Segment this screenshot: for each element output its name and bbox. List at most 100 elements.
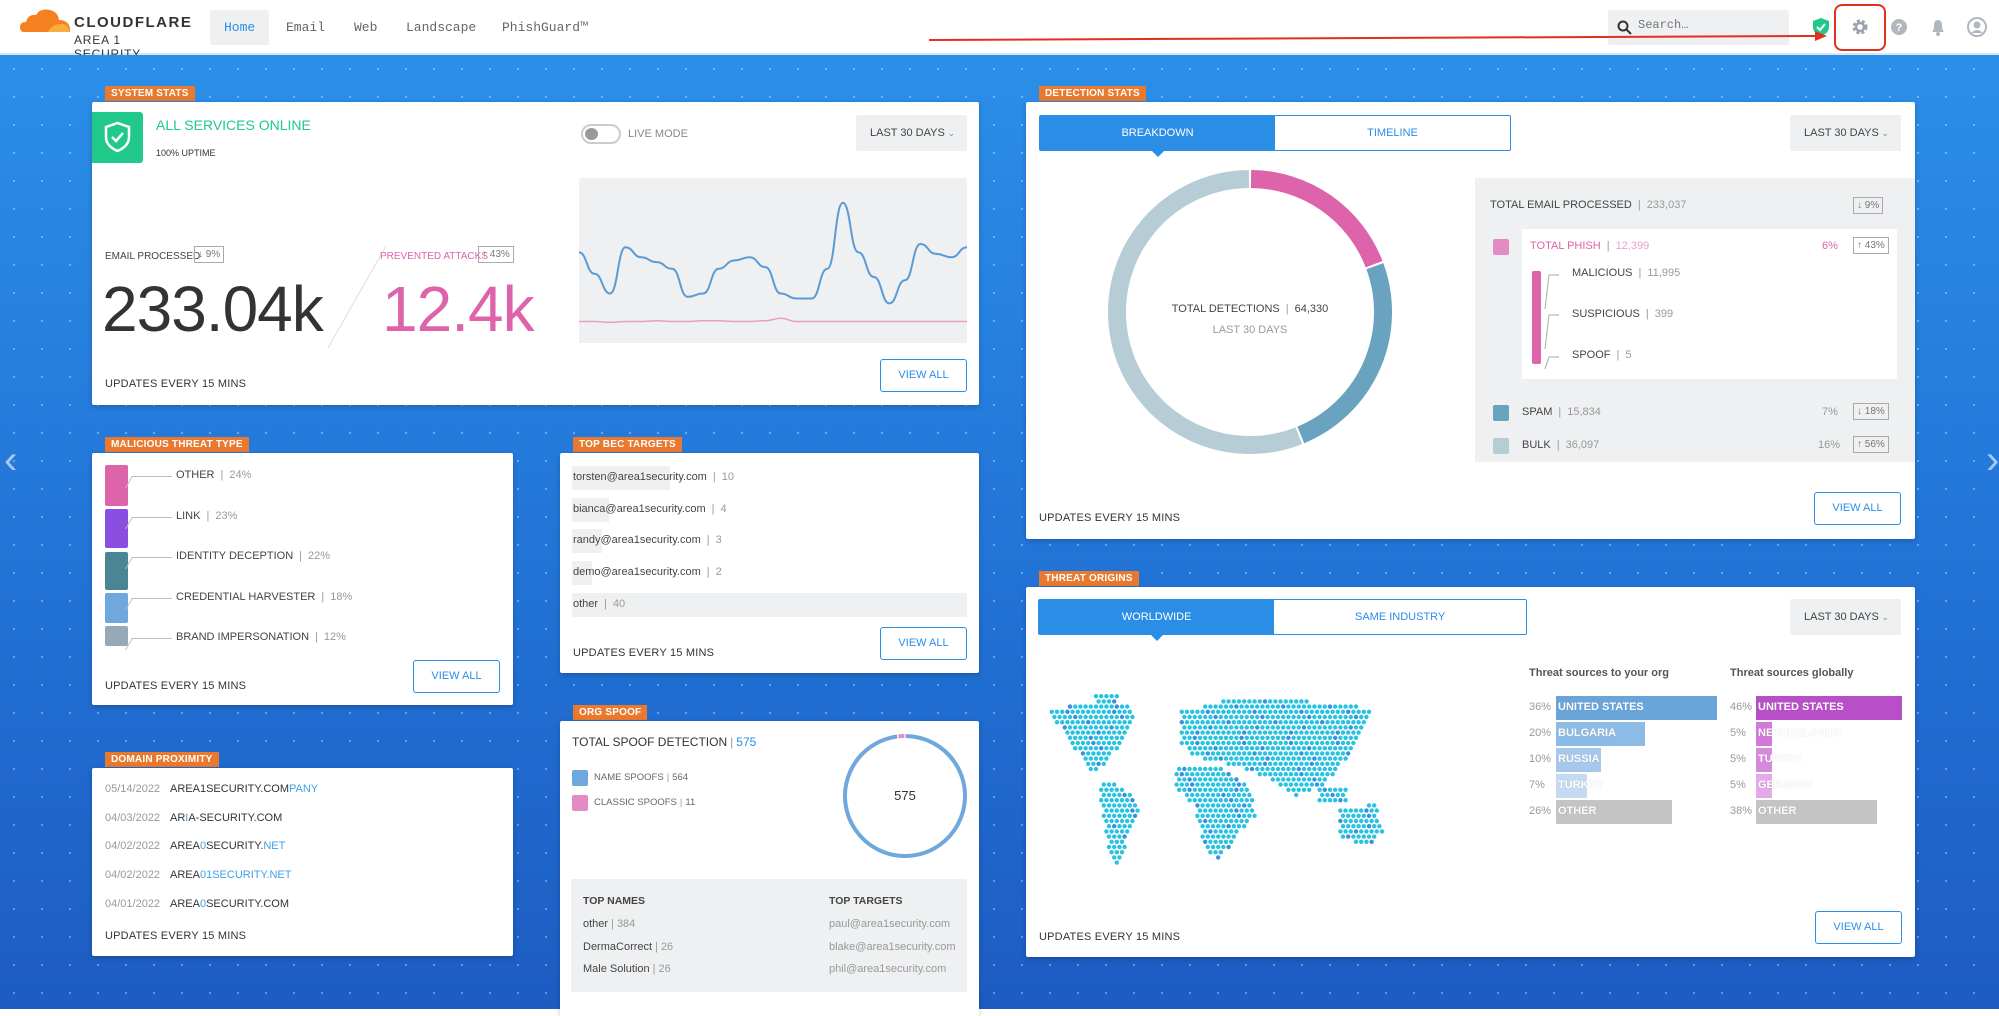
view-all-button[interactable]: VIEW ALL (880, 627, 967, 660)
map-dot (1343, 746, 1347, 750)
top-target-item[interactable]: phil@area1security.com (829, 963, 946, 975)
nav-tab-web[interactable]: Web (340, 10, 391, 45)
view-all-button[interactable]: VIEW ALL (1815, 911, 1902, 944)
threat-type-item: BRAND IMPERSONATION|12% (176, 631, 346, 643)
tab-breakdown[interactable]: BREAKDOWN (1040, 116, 1275, 150)
cloudflare-logo[interactable]: CLOUDFLARE AREA 1 SECURITY (18, 6, 188, 50)
view-all-button[interactable]: VIEW ALL (413, 660, 500, 693)
map-dot (1083, 756, 1087, 760)
map-dot (1364, 829, 1368, 833)
map-dot (1185, 793, 1189, 797)
map-dot (1291, 788, 1295, 792)
map-dot (1315, 772, 1319, 776)
tab-same-industry[interactable]: SAME INDUSTRY (1274, 600, 1526, 634)
updates-note: UPDATES EVERY 15 MINS (1039, 931, 1180, 943)
map-dot (1057, 715, 1061, 719)
map-dot (1109, 715, 1113, 719)
prevented-attacks-label: PREVENTED ATTACKS (380, 251, 488, 262)
help-icon[interactable]: ? (1887, 15, 1911, 39)
map-dot (1245, 704, 1249, 708)
user-icon[interactable] (1965, 15, 1989, 39)
map-dot (1117, 730, 1121, 734)
map-dot (1107, 782, 1111, 786)
map-dot (1247, 699, 1251, 703)
map-dot (1263, 772, 1267, 776)
map-dot (1117, 710, 1121, 714)
bell-icon[interactable] (1926, 15, 1950, 39)
map-dot (1081, 730, 1085, 734)
map-dot (1086, 741, 1090, 745)
map-dot (1193, 725, 1197, 729)
map-dot (1343, 756, 1347, 760)
date-range-dropdown[interactable]: LAST 30 DAYS⌄ (1790, 115, 1901, 151)
bec-target-row[interactable]: randy@area1security.com|3 (573, 534, 722, 546)
map-dot (1182, 715, 1186, 719)
map-dot (1224, 704, 1228, 708)
map-dot (1284, 772, 1288, 776)
tab-timeline[interactable]: TIMELINE (1275, 116, 1510, 150)
origin-pct-label: 36% (1529, 701, 1551, 713)
map-dot (1226, 741, 1230, 745)
map-dot (1219, 788, 1223, 792)
map-dot (1208, 756, 1212, 760)
lookalike-domain[interactable]: ARIA-SECURITY.COM (170, 812, 282, 824)
map-dot (1208, 840, 1212, 844)
bec-target-row[interactable]: other|40 (573, 598, 625, 610)
domain-date: 04/02/2022 (105, 840, 160, 852)
map-dot (1354, 736, 1358, 740)
map-dot (1349, 725, 1353, 729)
lookalike-domain[interactable]: AREA1SECURITY.COMPANY (170, 783, 318, 795)
map-dot (1107, 814, 1111, 818)
updates-note: UPDATES EVERY 15 MINS (105, 378, 246, 390)
map-dot (1208, 725, 1212, 729)
lookalike-domain[interactable]: AREA0SECURITY.COM (170, 898, 289, 910)
nav-tab-landscape[interactable]: Landscape (392, 10, 490, 45)
spam-pct: 7% (1822, 406, 1838, 418)
nav-tab-email[interactable]: Email (272, 10, 339, 45)
top-target-item[interactable]: blake@area1security.com (829, 941, 956, 953)
map-dot (1206, 824, 1210, 828)
lookalike-domain[interactable]: AREA0SECURITY.NET (170, 840, 285, 852)
map-dot (1320, 793, 1324, 797)
map-dot (1190, 772, 1194, 776)
map-dot (1211, 772, 1215, 776)
nav-tab-home[interactable]: Home (210, 10, 269, 45)
bec-target-row[interactable]: torsten@area1security.com|10 (573, 471, 734, 483)
map-dot (1193, 798, 1197, 802)
bec-target-row[interactable]: demo@area1security.com|2 (573, 566, 722, 578)
lookalike-domain[interactable]: AREA01SECURITY.NET (170, 869, 291, 881)
top-target-item[interactable]: paul@area1security.com (829, 918, 950, 930)
map-dot (1185, 710, 1189, 714)
map-dot (1122, 720, 1126, 724)
map-dot (1336, 762, 1340, 766)
map-dot (1338, 736, 1342, 740)
map-dot (1099, 756, 1103, 760)
date-range-dropdown[interactable]: LAST 30 DAYS⌄ (856, 115, 967, 151)
map-dot (1265, 715, 1269, 719)
chevron-right-icon[interactable]: › (1986, 440, 1999, 480)
live-mode-toggle[interactable] (581, 124, 621, 144)
tab-worldwide[interactable]: WORLDWIDE (1039, 600, 1274, 634)
map-dot (1120, 798, 1124, 802)
date-range-dropdown[interactable]: LAST 30 DAYS⌄ (1790, 599, 1901, 635)
view-all-button[interactable]: VIEW ALL (1814, 492, 1901, 525)
map-dot (1359, 829, 1363, 833)
map-dot (1304, 741, 1308, 745)
detection-stats-tag: DETECTION STATS (1039, 86, 1146, 101)
map-dot (1278, 751, 1282, 755)
map-dot (1255, 725, 1259, 729)
map-dot (1115, 860, 1119, 864)
map-dot (1216, 772, 1220, 776)
map-dot (1234, 777, 1238, 781)
map-dot (1354, 715, 1358, 719)
map-dot (1343, 736, 1347, 740)
map-dot (1213, 746, 1217, 750)
system-stats-card: ALL SERVICES ONLINE 100% UPTIME LIVE MOD… (92, 102, 979, 405)
bec-target-row[interactable]: bianca@area1security.com|4 (573, 503, 727, 515)
map-dot (1229, 756, 1233, 760)
chevron-left-icon[interactable]: ‹ (4, 440, 24, 480)
annotation-arrow (925, 30, 1830, 50)
nav-tab-phishguard[interactable]: PhishGuard™ (488, 10, 602, 45)
view-all-button[interactable]: VIEW ALL (880, 359, 967, 392)
map-dot (1112, 824, 1116, 828)
